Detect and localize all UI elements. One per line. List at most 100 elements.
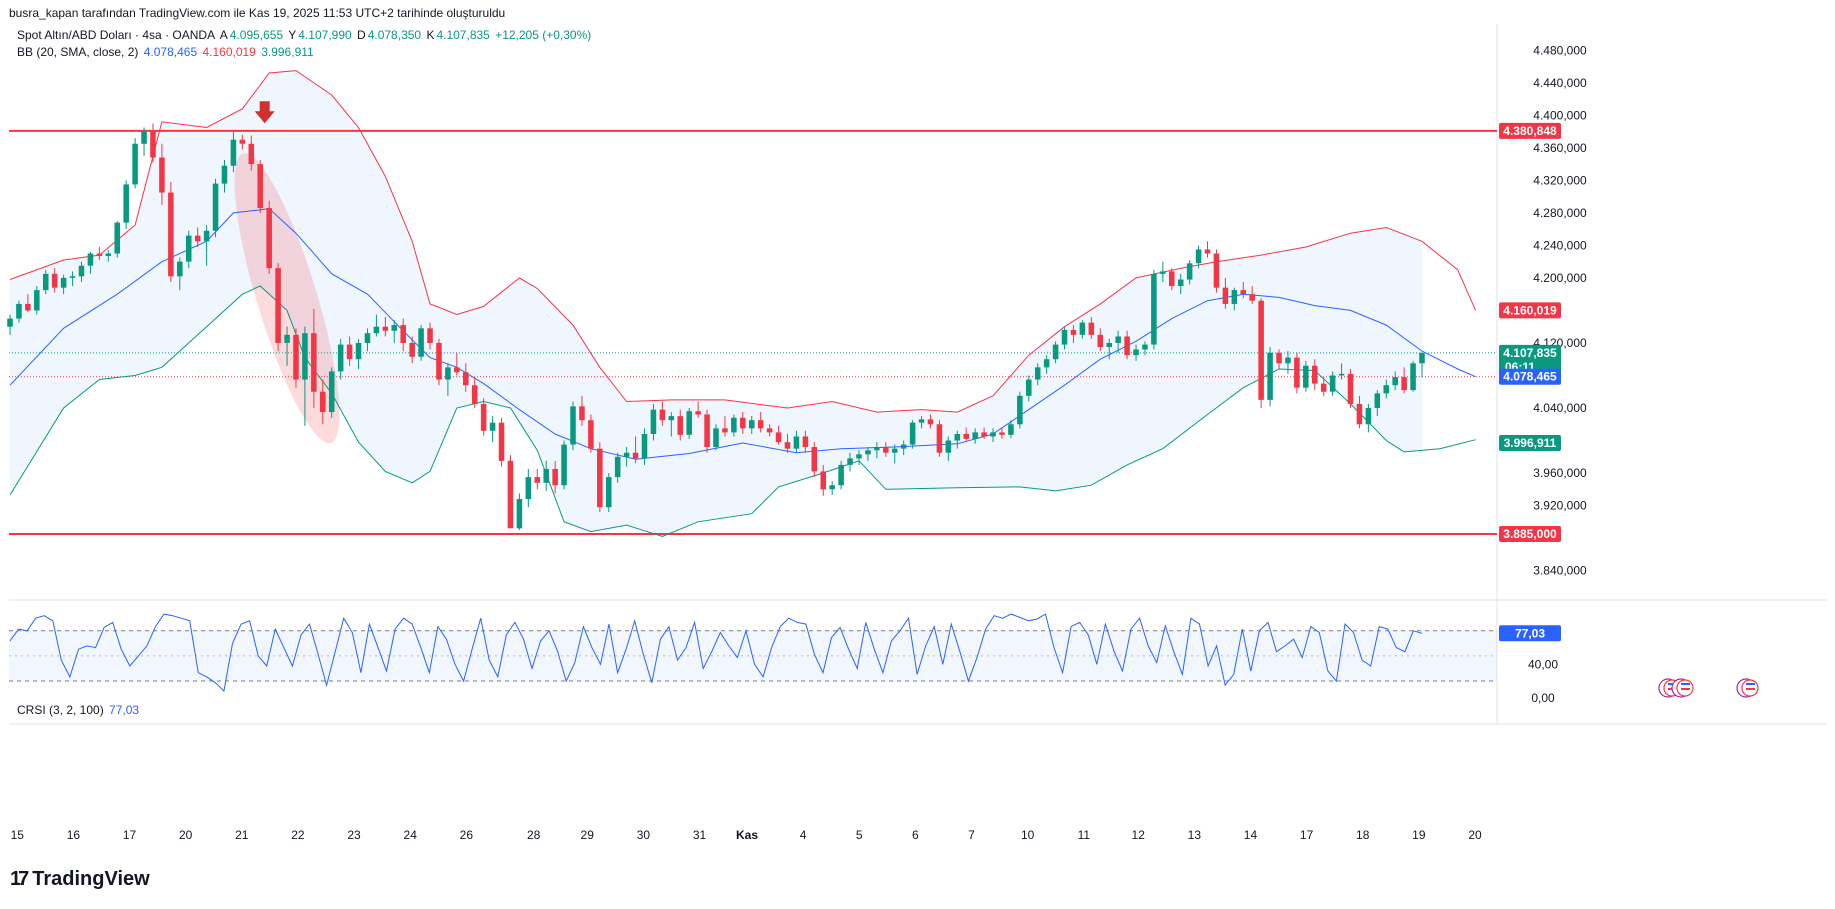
candle [34, 286, 40, 315]
price-tick-label: 3.960,000 [1533, 466, 1587, 480]
candle-body [42, 273, 49, 291]
price-tick-label: 4.440,000 [1533, 76, 1587, 90]
candle-body [1169, 271, 1175, 287]
candle [302, 326, 308, 426]
candle [990, 428, 996, 443]
candle [221, 160, 228, 193]
candle-body [34, 290, 40, 311]
time-axis: 15 16 17 20 21 22 23 24 26 28 29 30 31 Kas 4 5 6 7 10 11 12 1… [11, 828, 1482, 842]
price-tag-label: 4.107,835 [1503, 346, 1557, 360]
candle [668, 412, 675, 437]
tradingview-logo[interactable]: 17 TradingView [10, 868, 150, 891]
candle [847, 452, 853, 472]
candle-body [1392, 377, 1398, 386]
time-tick-label: 13 [1188, 828, 1202, 842]
price-tick-label: 4.320,000 [1533, 173, 1587, 187]
candle [418, 325, 424, 361]
candle [1151, 269, 1157, 350]
candle [507, 455, 514, 529]
candle [69, 271, 76, 287]
candle-body [1034, 367, 1041, 380]
candle-body [1365, 408, 1372, 425]
bb-legend: BB (20, SMA, close, 2) 4.078,465 4.160,0… [17, 45, 316, 59]
candle-body [713, 428, 719, 448]
candle [1374, 390, 1381, 417]
candle [168, 181, 174, 282]
candle-body [1240, 290, 1247, 295]
tradingview-mark-icon: 17 [10, 868, 29, 890]
candle [1267, 347, 1273, 407]
candle-body [775, 432, 782, 443]
price-tick-label: 4.480,000 [1533, 43, 1587, 57]
candle-body [364, 333, 371, 343]
time-tick-label: 20 [1468, 828, 1482, 842]
candle [150, 123, 156, 163]
candle-body [677, 416, 684, 435]
candle [1017, 391, 1023, 429]
candle-body [1133, 349, 1139, 356]
candle-body [829, 485, 835, 490]
candle-body [266, 207, 272, 269]
candle-body [597, 448, 603, 508]
candle-body [1061, 329, 1068, 345]
candle-body [605, 477, 612, 508]
price-tag-label: 3.885,000 [1503, 527, 1557, 541]
candle-body [230, 139, 237, 166]
candle [1419, 352, 1425, 378]
candle [1401, 367, 1407, 394]
candle [257, 160, 263, 213]
candle-body [1249, 294, 1255, 301]
candle [1383, 379, 1390, 399]
candle-body [248, 143, 255, 165]
candle [641, 428, 648, 465]
candle-body [1204, 249, 1211, 254]
candle-body [1213, 253, 1220, 288]
candle-body [1401, 377, 1407, 391]
price-legend: Spot Altın/ABD Doları · 4sa · OANDA A 4.0… [17, 28, 593, 42]
candle-body [686, 411, 692, 435]
chart-attribution: busra_kapan tarafından TradingView.com i… [9, 6, 506, 20]
candle-body [704, 414, 710, 448]
bb-lower-line [9, 285, 1476, 538]
crsi-panel [9, 613, 1497, 693]
candle [337, 338, 344, 380]
candle [1008, 420, 1014, 439]
candle [838, 460, 844, 490]
candle [1240, 281, 1247, 299]
candle-body [1410, 363, 1416, 391]
candle [194, 227, 201, 248]
candle-body [614, 456, 621, 478]
candle [185, 230, 192, 269]
crsi-legend: CRSI (3, 2, 100) 77,03 [17, 703, 141, 717]
candle-body [811, 447, 818, 472]
candle-body [561, 444, 567, 486]
time-tick-label: 4 [800, 828, 807, 842]
candle [570, 401, 576, 451]
candle-body [293, 334, 299, 380]
candle [972, 428, 978, 444]
candle-body [1285, 357, 1291, 364]
candle-body [927, 419, 934, 425]
candle-body [722, 428, 728, 433]
candle-body [480, 403, 487, 431]
candle-body [1311, 365, 1318, 384]
candle-body [69, 276, 76, 278]
price-tick-label: 4.280,000 [1533, 206, 1587, 220]
candle [1410, 360, 1416, 392]
candle-body [96, 253, 103, 256]
crsi-line [9, 613, 1423, 693]
time-tick-label: 6 [912, 828, 919, 842]
candle [51, 268, 58, 293]
price-tag-label: 3.996,911 [1504, 436, 1557, 450]
candle [1088, 316, 1095, 339]
candle-body [168, 192, 174, 277]
candle-body [1070, 329, 1077, 335]
candle-body [516, 499, 523, 529]
candle-body [1195, 249, 1202, 264]
candle [1231, 287, 1238, 311]
tradingview-wordmark: TradingView [32, 868, 150, 890]
candle [400, 318, 406, 352]
high-value: 4.107,990 [298, 28, 352, 42]
candle-body [105, 253, 112, 256]
